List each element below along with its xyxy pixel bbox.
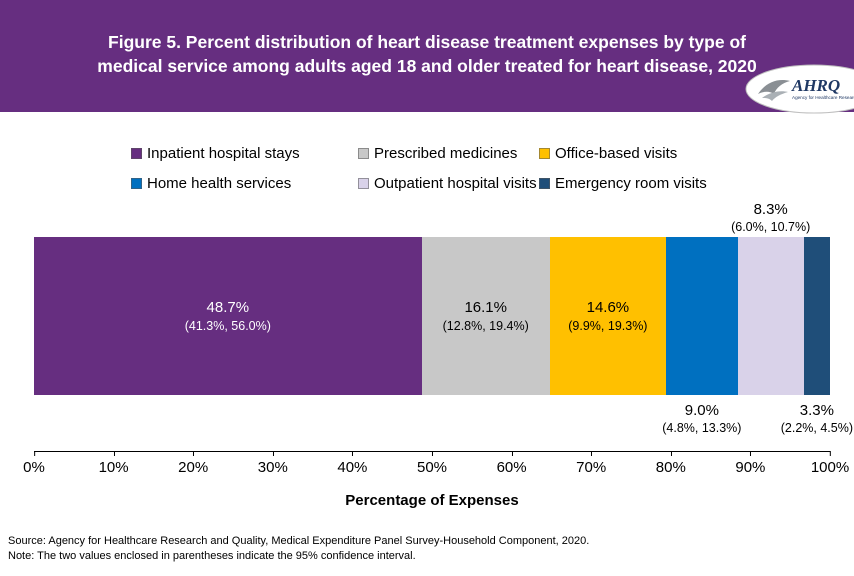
x-axis-tick-90-: 90% [735,451,766,476]
legend-swatch [358,147,369,159]
below-bar-labels: 9.0% (4.8%, 13.3%) 3.3% (2.2%, 4.5%) [34,395,853,451]
segment-ci-label: (6.0%, 10.7%) [731,220,811,234]
segment-ci-label: (9.9%, 19.3%) [568,319,648,333]
outside-label-outpatient-hospital-visits: 8.3% (6.0%, 10.7%) [731,201,810,234]
above-bar-labels: 8.3% (6.0%, 10.7%) [34,194,830,237]
legend-item-emergency-room-visits: Emergency room visits [539,172,854,194]
segment-value-label: 48.7% [206,299,250,316]
x-axis-tick-40-: 40% [337,451,368,476]
figure-footer: Source: Agency for Healthcare Research a… [8,534,589,564]
bar-segment-home-health-services [665,237,738,395]
x-axis-tick-50-: 50% [416,451,448,476]
legend-item-office-based-visits: Office-based visits [539,142,854,164]
x-axis-tick-70-: 70% [576,451,607,476]
outside-label-home-health-services: 9.0% (4.8%, 13.3%) [662,402,741,435]
bar-segment-inpatient-hospital-stays: 48.7% (41.3%, 56.0%) [34,237,422,395]
segment-value-label: 16.1% [464,299,507,316]
chart-legend: Inpatient hospital stays Prescribed medic… [131,142,854,194]
legend-label: Office-based visits [555,144,678,162]
segment-value-label: 14.6% [586,299,630,316]
logo-text: AHRQ [791,76,840,95]
legend-label: Outpatient hospital visits [374,174,537,192]
segment-ci-label: (2.2%, 4.5%) [780,421,853,435]
x-axis-tick-20-: 20% [178,451,209,476]
legend-swatch [131,147,142,159]
source-text: Source: Agency for Healthcare Research a… [8,535,590,548]
legend-item-home-health-services: Home health services [131,172,358,194]
legend-swatch [539,177,550,189]
segment-value-label: 9.0% [684,402,719,419]
x-axis-tick-10-: 10% [98,451,129,476]
bar-segment-outpatient-hospital-visits [737,237,804,395]
legend-item-outpatient-hospital-visits: Outpatient hospital visits [358,172,539,194]
legend-swatch [358,177,369,189]
eagle-icon [758,80,790,94]
x-axis: 0% 10% 20% 30% 40% 50% 60% 70% 80% 90% 100% [23,451,849,479]
legend-item-prescribed-medicines: Prescribed medicines [358,142,539,164]
logo-subtext: Agency for Healthcare Research and Quali… [792,95,854,100]
stacked-bar-chart: 8.3% (6.0%, 10.7%) 48.7% (41.3%, 56.0%) 16.… [23,194,853,509]
segment-ci-label: (41.3%, 56.0%) [184,319,271,333]
ahrq-logo: AHRQ Agency for Healthcare Research and … [744,64,854,114]
x-axis-tick-100-: 100% [810,451,850,476]
legend-label: Home health services [147,174,292,192]
stacked-bar: 48.7% (41.3%, 56.0%) 16.1% (12.8%, 19.4%) 14… [34,237,830,395]
legend-label: Prescribed medicines [374,144,518,162]
segment-ci-label: (4.8%, 13.3%) [662,421,742,435]
legend-swatch [539,147,550,159]
figure-title: Figure 5. Percent distribution of heart … [97,31,757,77]
bar-segment-prescribed-medicines: 16.1% (12.8%, 19.4%) [421,237,550,395]
x-axis-label: Percentage of Expenses [345,492,519,509]
x-axis-tick-0-: 0% [23,451,45,476]
legend-label: Emergency room visits [555,174,707,192]
x-axis-tick-30-: 30% [257,451,288,476]
note-text: Note: The two values enclosed in parenth… [8,550,416,563]
ahrq-logo-graphic: AHRQ Agency for Healthcare Research and … [745,64,854,114]
x-axis-tick-80-: 80% [655,451,686,476]
x-axis-tick-60-: 60% [496,451,527,476]
bar-segment-emergency-room-visits [803,237,830,395]
segment-value-label: 8.3% [753,201,788,218]
legend-swatch [131,177,142,189]
outside-label-emergency-room-visits: 3.3% (2.2%, 4.5%) [781,402,853,435]
bar-segment-office-based-visits: 14.6% (9.9%, 19.3%) [549,237,666,395]
figure-header: Figure 5. Percent distribution of heart … [0,0,854,114]
segment-value-label: 3.3% [799,402,834,419]
legend-item-inpatient-hospital-stays: Inpatient hospital stays [131,142,358,164]
segment-ci-label: (12.8%, 19.4%) [442,319,529,333]
legend-label: Inpatient hospital stays [147,144,300,162]
